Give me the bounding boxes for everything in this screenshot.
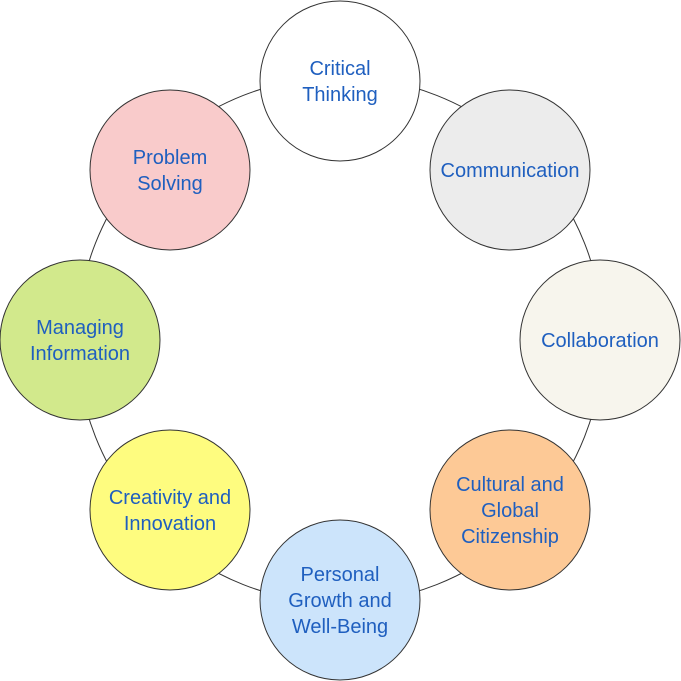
node-label-line: Citizenship: [461, 526, 559, 548]
node-label-line: Innovation: [124, 513, 216, 535]
node-cultural-and-global-citizenship: Cultural and Global Citizenship: [429, 429, 591, 591]
node-label-line: Thinking: [302, 84, 378, 106]
node-label-line: Growth and: [288, 590, 391, 612]
node-label: Collaboration: [541, 330, 659, 352]
node-circle: [519, 259, 681, 421]
node-label-line: Creativity and: [109, 487, 231, 509]
node-label-line: Solving: [137, 173, 203, 195]
node-label-line: Well-Being: [292, 616, 388, 638]
node-label: Critical Thinking: [302, 58, 378, 106]
node-label: Problem Solving: [133, 147, 207, 195]
node-circle: [429, 89, 591, 251]
node-label-line: Critical: [309, 58, 370, 80]
node-label: Managing Information: [30, 317, 130, 365]
node-circle: [89, 89, 251, 251]
node-collaboration: Collaboration: [519, 259, 681, 421]
node-label-line: Global: [481, 500, 539, 522]
node-managing-information: Managing Information: [0, 259, 161, 421]
node-label-line: Collaboration: [541, 330, 659, 352]
node-label-line: Communication: [441, 160, 580, 182]
node-circle: [0, 259, 161, 421]
node-label: Personal Growth and Well-Being: [288, 564, 391, 638]
node-label-line: Managing: [36, 317, 124, 339]
node-label: Cultural and Global Citizenship: [456, 474, 564, 548]
node-circle: [429, 429, 591, 591]
node-circle: [259, 0, 421, 162]
node-label-line: Personal: [301, 564, 380, 586]
node-circle: [89, 429, 251, 591]
node-problem-solving: Problem Solving: [89, 89, 251, 251]
node-label-line: Problem: [133, 147, 207, 169]
node-communication: Communication: [429, 89, 591, 251]
node-circle: [259, 519, 421, 681]
node-critical-thinking: Critical Thinking: [259, 0, 421, 162]
node-personal-growth-and-well-being: Personal Growth and Well-Being: [259, 519, 421, 681]
node-creativity-and-innovation: Creativity and Innovation: [89, 429, 251, 591]
node-label: Creativity and Innovation: [109, 487, 231, 535]
node-label: Communication: [441, 160, 580, 182]
node-label-line: Information: [30, 343, 130, 365]
node-label-line: Cultural and: [456, 474, 564, 496]
